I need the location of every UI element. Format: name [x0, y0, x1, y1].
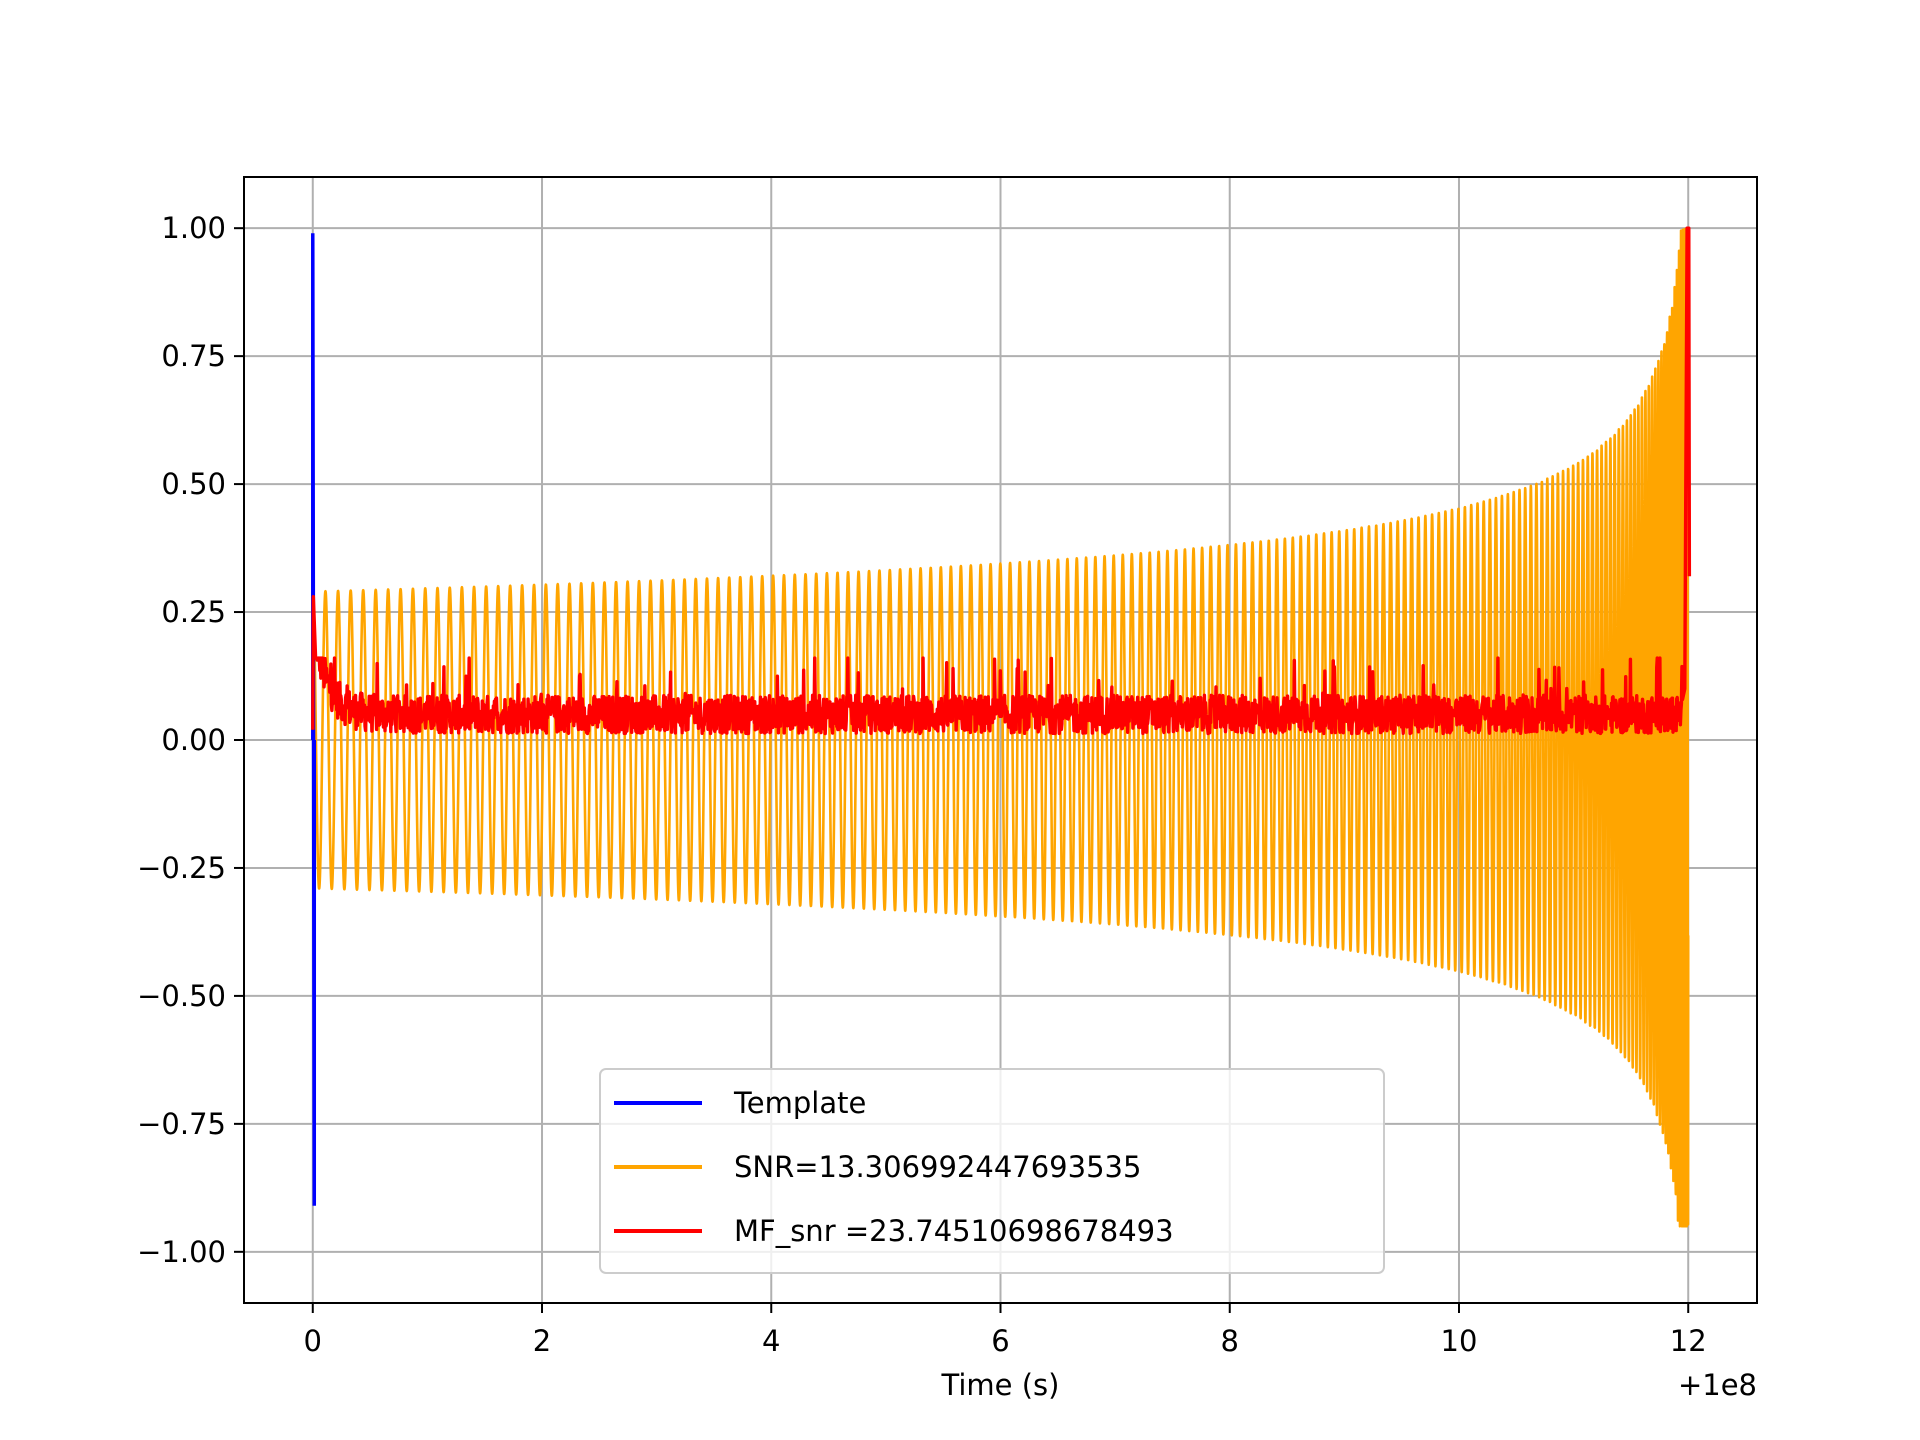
- y-tick-label: −0.50: [137, 979, 226, 1013]
- mf-snr-series-line: [311, 226, 1692, 736]
- plot-area: [311, 226, 1692, 1228]
- y-tick-label: −1.00: [137, 1235, 226, 1269]
- snr-series-line: [311, 227, 1690, 1228]
- x-tick-label: 8: [1221, 1324, 1239, 1358]
- y-tick-label: 0.25: [161, 595, 226, 629]
- y-tick-label: −0.25: [137, 851, 226, 885]
- x-tick-label: 4: [762, 1324, 780, 1358]
- legend-box: [599, 1068, 1385, 1274]
- y-tick-label: 0.00: [161, 723, 226, 757]
- y-tick-label: 0.50: [161, 467, 226, 501]
- x-axis-label: Time (s): [941, 1368, 1060, 1402]
- x-axis-offset-label: +1e8: [1678, 1368, 1757, 1402]
- x-tick-label: 10: [1441, 1324, 1478, 1358]
- ticks: 0 2 4 6 8 10 12 1.00 0.75 0.50 0.25 0.00 −0.25 −0.50 −…: [137, 211, 1707, 1358]
- x-tick-label: 2: [533, 1324, 551, 1358]
- legend-label-snr: SNR=13.306992447693535: [734, 1150, 1141, 1184]
- y-tick-label: −0.75: [137, 1107, 226, 1141]
- x-tick-label: 0: [304, 1324, 322, 1358]
- legend-label-mf_snr: MF_snr =23.74510698678493: [734, 1214, 1174, 1248]
- x-tick-label: 12: [1670, 1324, 1707, 1358]
- y-tick-label: 0.75: [161, 339, 226, 373]
- legend-label-template: Template: [733, 1086, 866, 1120]
- x-tick-label: 6: [991, 1324, 1009, 1358]
- legend: Template SNR=13.306992447693535 MF_snr =23…: [599, 1068, 1385, 1274]
- y-tick-label: 1.00: [161, 211, 226, 245]
